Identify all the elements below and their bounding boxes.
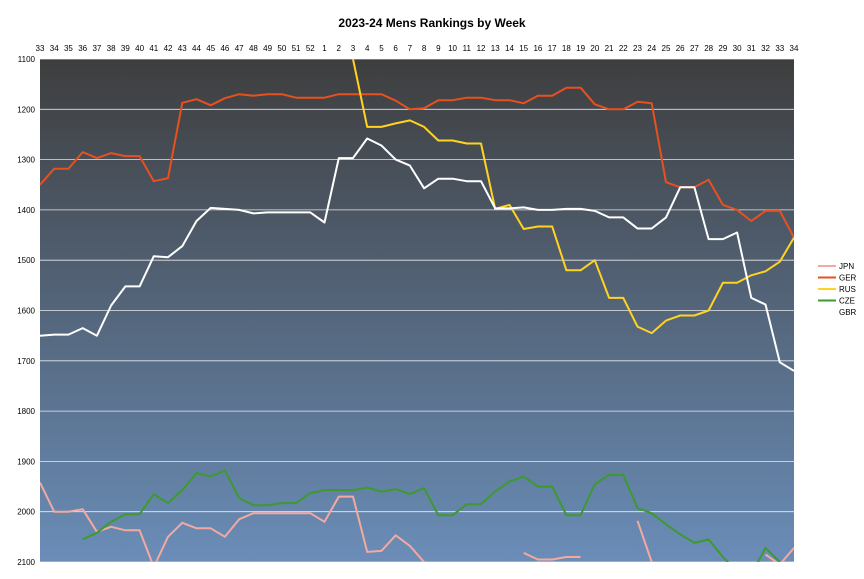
x-tick-label: 17 bbox=[548, 44, 557, 53]
series-line-cze bbox=[82, 469, 781, 562]
x-tick-label: 26 bbox=[676, 44, 685, 53]
x-tick-label: 5 bbox=[379, 44, 384, 53]
chart-title: 2023-24 Mens Rankings by Week bbox=[338, 16, 526, 30]
x-tick-label: 33 bbox=[36, 44, 45, 53]
x-tick-label: 38 bbox=[107, 44, 116, 53]
x-tick-label: 13 bbox=[491, 44, 500, 53]
x-tick-label: 40 bbox=[135, 44, 144, 53]
x-tick-label: 8 bbox=[422, 44, 427, 53]
x-tick-label: 6 bbox=[393, 44, 398, 53]
x-tick-label: 25 bbox=[662, 44, 671, 53]
x-tick-label: 34 bbox=[50, 44, 59, 53]
x-tick-label: 29 bbox=[718, 44, 727, 53]
x-tick-label: 41 bbox=[149, 44, 158, 53]
y-tick-label: 2100 bbox=[17, 558, 35, 567]
x-tick-label: 30 bbox=[733, 44, 742, 53]
series-lines bbox=[40, 59, 794, 562]
legend-label-gbr: GBR bbox=[839, 308, 857, 317]
series-line-jpn bbox=[636, 520, 653, 562]
x-tick-label: 34 bbox=[790, 44, 799, 53]
x-tick-label: 10 bbox=[448, 44, 457, 53]
x-tick-label: 11 bbox=[463, 44, 472, 53]
x-tick-label: 33 bbox=[775, 44, 784, 53]
y-tick-label: 1400 bbox=[17, 206, 35, 215]
series-line-gbr bbox=[40, 137, 794, 372]
x-tick-label: 9 bbox=[436, 44, 441, 53]
x-tick-label: 4 bbox=[365, 44, 370, 53]
y-tick-label: 1200 bbox=[17, 105, 35, 114]
x-tick-label: 23 bbox=[633, 44, 642, 53]
x-tick-label: 47 bbox=[235, 44, 244, 53]
x-tick-label: 42 bbox=[164, 44, 173, 53]
x-axis-tick-labels: 33 34 35 36 37 38 39 40 41 42 43 44 45 46 47 48 49 50 51 52… bbox=[36, 44, 799, 53]
y-tick-label: 1900 bbox=[17, 457, 35, 466]
x-tick-label: 50 bbox=[277, 44, 286, 53]
y-tick-label: 1800 bbox=[17, 407, 35, 416]
x-tick-label: 1 bbox=[322, 44, 327, 53]
x-tick-label: 18 bbox=[562, 44, 571, 53]
series-line-jpn bbox=[523, 551, 581, 561]
x-tick-label: 24 bbox=[647, 44, 656, 53]
series-line-jpn bbox=[764, 547, 794, 562]
series-line-jpn bbox=[40, 482, 425, 562]
x-tick-label: 32 bbox=[761, 44, 770, 53]
x-tick-label: 27 bbox=[690, 44, 699, 53]
y-tick-label: 1100 bbox=[18, 55, 36, 64]
x-tick-label: 48 bbox=[249, 44, 258, 53]
x-tick-label: 20 bbox=[590, 44, 599, 53]
x-tick-label: 46 bbox=[220, 44, 229, 53]
x-tick-label: 35 bbox=[64, 44, 73, 53]
x-tick-label: 52 bbox=[306, 44, 315, 53]
y-tick-label: 1500 bbox=[17, 256, 35, 265]
x-tick-label: 39 bbox=[121, 44, 130, 53]
x-tick-label: 16 bbox=[533, 44, 542, 53]
x-tick-label: 3 bbox=[351, 44, 356, 53]
x-tick-label: 37 bbox=[92, 44, 101, 53]
series-line-rus bbox=[352, 59, 794, 335]
x-tick-label: 51 bbox=[292, 44, 301, 53]
legend-label-cze: CZE bbox=[839, 297, 855, 306]
x-tick-label: 19 bbox=[576, 44, 585, 53]
legend-label-jpn: JPN bbox=[839, 262, 854, 271]
legend: JPN GER RUS CZE GBR bbox=[818, 262, 857, 317]
x-tick-label: 49 bbox=[263, 44, 272, 53]
x-tick-label: 7 bbox=[408, 44, 413, 53]
x-tick-label: 15 bbox=[519, 44, 528, 53]
x-tick-label: 31 bbox=[747, 44, 756, 53]
x-tick-label: 22 bbox=[619, 44, 628, 53]
x-tick-label: 2 bbox=[337, 44, 342, 53]
legend-label-rus: RUS bbox=[839, 285, 856, 294]
x-tick-label: 36 bbox=[78, 44, 87, 53]
x-tick-label: 28 bbox=[704, 44, 713, 53]
x-tick-label: 44 bbox=[192, 44, 201, 53]
x-tick-label: 43 bbox=[178, 44, 187, 53]
legend-label-ger: GER bbox=[839, 274, 857, 283]
y-tick-label: 1300 bbox=[17, 156, 35, 165]
x-tick-label: 45 bbox=[206, 44, 215, 53]
series-line-ger bbox=[40, 86, 794, 239]
y-tick-label: 1600 bbox=[17, 307, 35, 316]
y-axis-tick-labels: 1100 1200 1300 1400 1500 1600 1700 1800 1900 2000… bbox=[17, 55, 35, 567]
x-tick-label: 21 bbox=[605, 44, 614, 53]
x-tick-label: 14 bbox=[505, 44, 514, 53]
y-tick-label: 1700 bbox=[17, 357, 35, 366]
x-tick-label: 12 bbox=[477, 44, 486, 53]
y-tick-label: 2000 bbox=[17, 508, 35, 517]
